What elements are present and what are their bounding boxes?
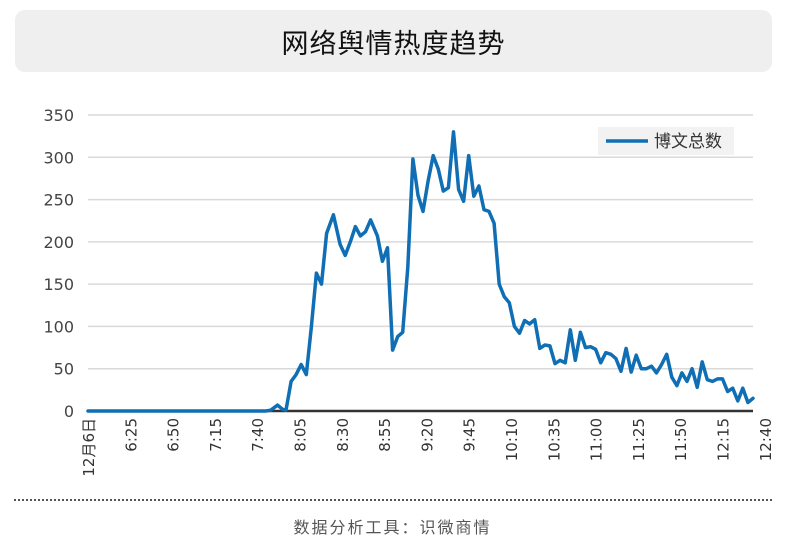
- x-tick-label: 9:45: [461, 418, 479, 452]
- footer-divider: [14, 499, 772, 501]
- x-tick-label: 12月6日: [80, 418, 98, 477]
- x-tick-label: 8:30: [334, 418, 352, 452]
- y-tick-label: 50: [54, 360, 74, 379]
- chart-title-box: 网络舆情热度趋势: [15, 10, 772, 72]
- chart-title: 网络舆情热度趋势: [281, 28, 506, 60]
- x-tick-label: 8:55: [376, 418, 394, 452]
- x-tick-label: 9:20: [418, 418, 436, 452]
- x-tick-label: 10:10: [503, 418, 521, 461]
- x-tick-label: 6:25: [122, 418, 140, 452]
- x-tick-label: 7:15: [207, 418, 225, 452]
- x-tick-label: 6:50: [165, 418, 183, 452]
- y-tick-label: 0: [64, 402, 74, 421]
- x-tick-label: 12:15: [715, 418, 733, 461]
- x-tick-label: 10:35: [545, 418, 563, 461]
- y-tick-label: 250: [43, 191, 74, 210]
- x-tick-label: 11:50: [672, 418, 690, 461]
- y-tick-label: 300: [43, 148, 74, 167]
- x-tick-label: 11:00: [588, 418, 606, 461]
- x-tick-label: 7:40: [249, 418, 267, 452]
- x-tick-label: 12:40: [757, 418, 775, 461]
- y-tick-label: 200: [43, 233, 74, 252]
- series-line: [86, 130, 755, 413]
- x-tick-label: 11:25: [630, 418, 648, 461]
- line-chart: 0 50 100 150 200 250 300 350 12月6日 6:25 6:50 7:15 7:…: [43, 106, 775, 477]
- legend-label: 博文总数: [654, 132, 722, 152]
- y-tick-label: 350: [43, 106, 74, 125]
- y-tick-label: 100: [43, 317, 74, 336]
- data-source-caption: 数据分析工具：识微商情: [293, 518, 492, 537]
- y-tick-label: 150: [43, 275, 74, 294]
- x-tick-label: 8:05: [292, 418, 310, 452]
